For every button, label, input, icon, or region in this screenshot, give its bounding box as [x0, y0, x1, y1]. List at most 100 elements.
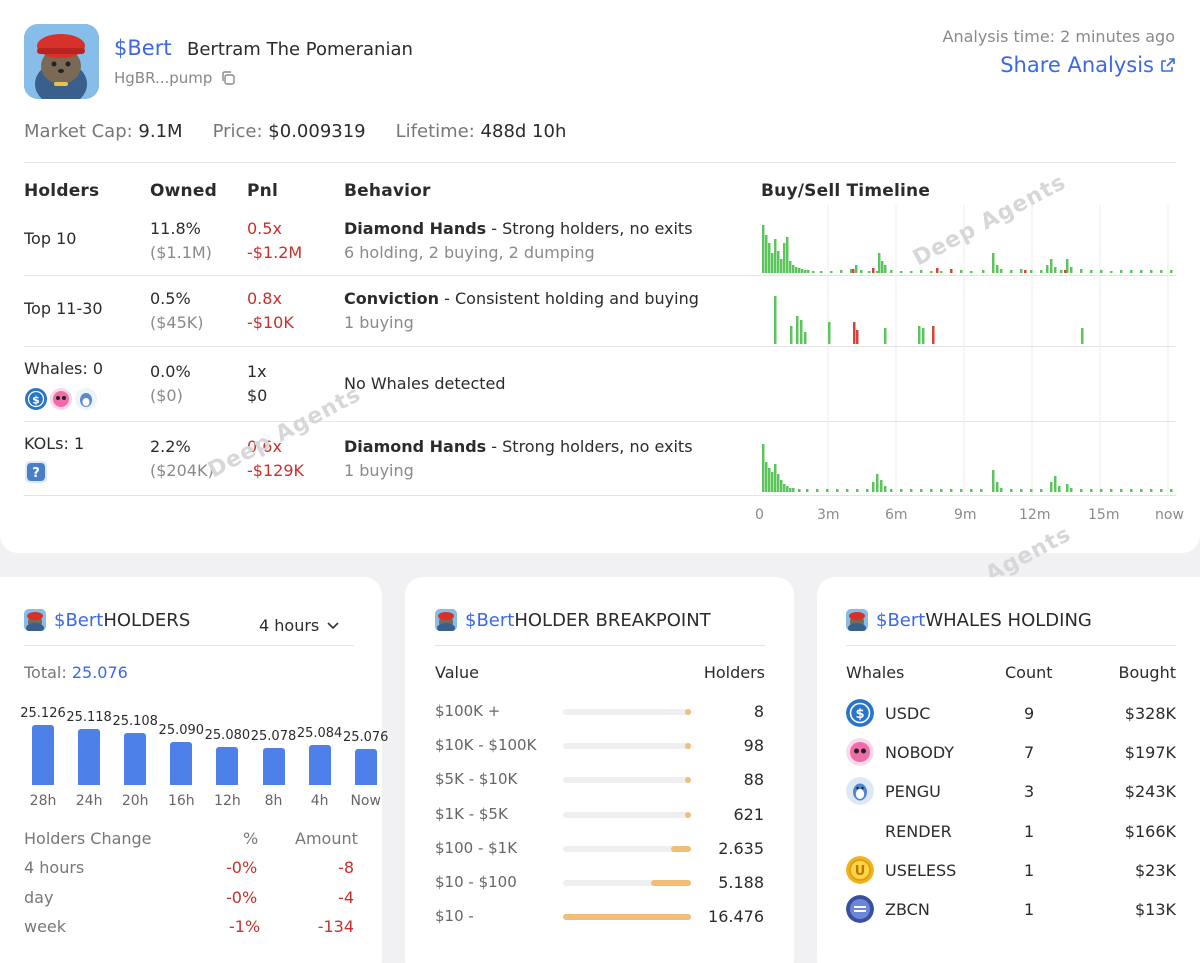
- buy-mark: [850, 269, 853, 273]
- row-top10-group: Top 10: [24, 229, 77, 248]
- buy-mark: [1170, 270, 1173, 273]
- buy-mark: [783, 243, 786, 273]
- whale-icons: $: [25, 388, 97, 410]
- buy-mark: [830, 271, 833, 273]
- buy-mark: [1000, 269, 1003, 273]
- header-pnl: Pnl: [247, 181, 278, 201]
- holders-bar: [308, 744, 331, 785]
- buy-mark: [866, 489, 869, 492]
- holders-bar-label: 4h: [310, 793, 329, 809]
- buy-mark: [876, 474, 879, 492]
- svg-text:U: U: [855, 864, 866, 879]
- buy-mark: [846, 489, 849, 492]
- whale-count: 1: [1024, 821, 1035, 841]
- token-mini-avatar: [435, 609, 457, 631]
- market-cap: Market Cap: 9.1M: [24, 121, 183, 142]
- nobody-icon: [50, 388, 72, 410]
- buy-mark: [1030, 270, 1033, 273]
- buy-mark: [1080, 269, 1083, 273]
- buy-mark: [826, 489, 829, 492]
- row-whales-owned-pct: 0.0%: [150, 362, 191, 381]
- buy-mark: [982, 270, 985, 273]
- value-header: Value: [435, 663, 479, 682]
- unknown-kol-icon: ?: [25, 461, 47, 483]
- buy-mark: [1110, 271, 1113, 273]
- breakpoint-holders: 8: [753, 702, 764, 721]
- holders-bar-value: 25.108: [112, 714, 158, 730]
- row-top11-30-pnl-x: 0.8x: [247, 289, 282, 308]
- period-select[interactable]: 4 hours: [259, 616, 339, 635]
- row-whales-behavior: No Whales detected: [344, 374, 506, 393]
- sell-mark: [932, 326, 935, 344]
- whale-name: NOBODY: [885, 743, 955, 763]
- whale-count: 9: [1024, 704, 1035, 723]
- buy-mark: [1066, 484, 1069, 492]
- sell-mark: [856, 330, 859, 344]
- buy-mark: [836, 489, 839, 492]
- buy-mark: [774, 296, 777, 344]
- change-amount: -8: [338, 858, 354, 877]
- time-tick: 0: [755, 507, 764, 523]
- row-kols-pnl-usd: -$129K: [247, 461, 304, 480]
- breakpoint-fill: [685, 777, 691, 784]
- holders-title: $Bert HOLDERS: [24, 609, 190, 631]
- time-tick: 15m: [1088, 507, 1120, 523]
- breakpoint-range: $1K - $5K: [435, 804, 508, 823]
- buy-mark: [820, 271, 823, 273]
- buy-mark: [1090, 489, 1093, 492]
- breakpoint-holders: 16.476: [708, 907, 764, 927]
- buy-mark: [790, 326, 793, 344]
- row-divider: [24, 495, 1176, 496]
- row-top10-owned-pct: 11.8%: [150, 219, 201, 238]
- bought-header: Bought: [1118, 663, 1176, 682]
- buy-mark: [918, 326, 921, 344]
- buy-mark: [940, 271, 943, 273]
- token-mini-avatar: [846, 609, 868, 631]
- buy-mark: [1150, 270, 1153, 273]
- buy-mark: [930, 271, 933, 273]
- change-amount: -4: [338, 888, 354, 907]
- breakpoint-track: [563, 880, 691, 886]
- change-amount: -134: [317, 917, 354, 936]
- buy-mark: [789, 261, 792, 273]
- change-pct: -0%: [226, 888, 258, 907]
- buy-mark: [1040, 489, 1043, 492]
- row-top11-30-pnl-usd: -$10K: [247, 313, 294, 332]
- svg-text:$: $: [855, 707, 864, 722]
- breakpoint-holders: 88: [743, 770, 764, 790]
- buy-mark: [1040, 270, 1043, 273]
- breakpoint-range: $10K - $100K: [435, 736, 537, 755]
- buy-mark: [828, 322, 831, 344]
- breakpoint-fill: [685, 709, 691, 715]
- buy-mark: [1000, 488, 1003, 492]
- buy-mark: [910, 271, 913, 273]
- buy-mark: [884, 328, 887, 344]
- buy-mark: [1110, 489, 1113, 492]
- breakpoint-range: $10 -: [435, 907, 474, 926]
- zbcn-icon: [846, 895, 874, 923]
- change-pct: -1%: [229, 917, 261, 936]
- buy-mark: [960, 270, 963, 273]
- buy-mark: [996, 265, 999, 273]
- buy-mark: [884, 265, 887, 273]
- share-analysis-link[interactable]: Share Analysis: [1000, 53, 1176, 77]
- buy-mark: [804, 332, 807, 344]
- buy-mark: [786, 486, 789, 492]
- holders-header: Holders: [703, 663, 765, 682]
- whales-header: Whales: [846, 663, 905, 682]
- whale-count: 7: [1024, 743, 1035, 763]
- whale-bought: $13K: [1134, 900, 1176, 919]
- change-period: 4 hours: [24, 858, 85, 877]
- whales-title: $Bert WHALES HOLDING: [846, 609, 1092, 631]
- breakpoint-fill: [685, 743, 691, 750]
- copy-icon[interactable]: [220, 70, 236, 86]
- holders-total: Total: 25.076: [24, 663, 128, 682]
- token-metrics: Market Cap: 9.1M Price: $0.009319 Lifeti…: [24, 121, 596, 142]
- buy-mark: [868, 271, 871, 273]
- sell-mark: [852, 269, 855, 273]
- pct-header: %: [243, 829, 259, 848]
- buy-mark: [1030, 489, 1033, 492]
- row-top10-owned-usd: ($1.1M): [150, 243, 212, 262]
- change-period: day: [24, 888, 54, 907]
- divider: [435, 645, 765, 646]
